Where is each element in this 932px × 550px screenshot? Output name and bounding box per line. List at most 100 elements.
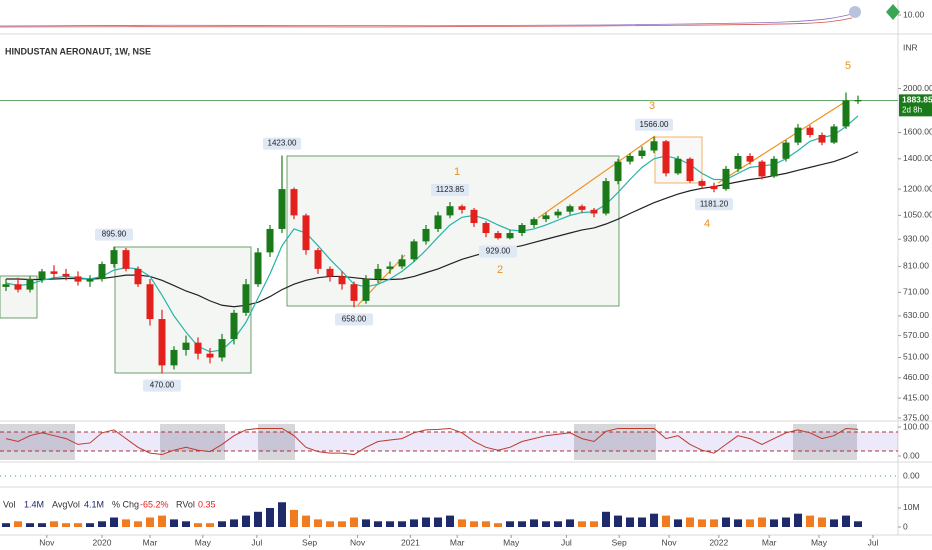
- candle-body: [362, 278, 370, 301]
- candle-body: [710, 185, 718, 190]
- volume-bar: [26, 523, 34, 527]
- annotation-label: 929.00: [486, 247, 511, 256]
- annotation-box: [635, 118, 673, 131]
- candle-body: [494, 233, 502, 239]
- annotation-box: [95, 228, 133, 241]
- volume-bar: [422, 517, 430, 527]
- volume-bar: [842, 515, 850, 527]
- wave-line: [537, 135, 656, 219]
- volume-bar: [74, 523, 82, 527]
- legend-label: % Chg: [112, 499, 139, 509]
- currency-label: INR: [903, 42, 918, 52]
- volume-bar: [746, 519, 754, 527]
- candle-body: [566, 206, 574, 212]
- candle-body: [458, 206, 466, 210]
- y-tick-label: 810.00: [903, 261, 929, 271]
- candle-body: [266, 228, 274, 253]
- volume-bar: [506, 521, 514, 527]
- volume-bar: [374, 521, 382, 527]
- annotation-label: 1566.00: [640, 120, 669, 129]
- annotation-label: 470.00: [150, 381, 175, 390]
- y-tick-label: 1400.00: [903, 153, 932, 163]
- wave-label: 1: [454, 166, 460, 178]
- y-tick-label: 415.00: [903, 392, 929, 402]
- candle-body: [86, 278, 94, 282]
- x-tick-label: Mar: [762, 537, 777, 547]
- candle-body: [530, 219, 538, 225]
- x-tick-label: Mar: [143, 537, 158, 547]
- annotation-label: 1123.85: [436, 185, 465, 194]
- volume-bar: [698, 519, 706, 527]
- volume-bar: [530, 519, 538, 527]
- candle-body: [746, 155, 754, 162]
- indicator-icon: [886, 4, 900, 20]
- x-tick-label: 2021: [401, 537, 420, 547]
- candle-body: [254, 252, 262, 285]
- top-pane-tick-label: 10.00: [903, 9, 925, 19]
- annotation-box: [431, 184, 469, 197]
- candle-body: [26, 278, 34, 290]
- candle-body: [158, 319, 166, 366]
- legend-label: Vol: [3, 499, 16, 509]
- volume-bar: [782, 517, 790, 527]
- candle-body: [338, 276, 346, 285]
- y-tick-label: 710.00: [903, 287, 929, 297]
- wave-label: 5: [845, 60, 851, 72]
- volume-bar: [134, 521, 142, 527]
- candle-body: [842, 100, 850, 127]
- volume-bar: [434, 517, 442, 527]
- volume-bar: [458, 519, 466, 527]
- candle-body: [386, 266, 394, 269]
- candle-body: [470, 209, 478, 224]
- x-tick-label: May: [195, 537, 212, 547]
- x-tick-label: Sep: [302, 537, 317, 547]
- x-tick-label: Nov: [350, 537, 366, 547]
- moving-average: [5, 115, 859, 353]
- volume-bar: [662, 515, 670, 527]
- y-tick-label: 510.00: [903, 352, 929, 362]
- wave-label: 2: [497, 264, 503, 276]
- volume-bar: [110, 517, 118, 527]
- legend-label: AvgVol: [52, 499, 80, 509]
- x-tick-label: Nov: [661, 537, 677, 547]
- candle-body: [506, 233, 514, 239]
- volume-bar: [554, 521, 562, 527]
- price-tag-value: 1883.85: [902, 95, 932, 105]
- y-tick-label: 570.00: [903, 330, 929, 340]
- candle-body: [398, 259, 406, 267]
- candle-body: [230, 312, 238, 340]
- candle-body: [242, 284, 250, 313]
- y-tick-label: 375.00: [903, 412, 929, 422]
- candle-body: [818, 134, 826, 143]
- chart-title: HINDUSTAN AERONAUT, 1W, NSE: [5, 46, 151, 56]
- annotation-label: 658.00: [342, 314, 367, 323]
- wave-label: 4: [704, 218, 710, 230]
- candle-body: [122, 250, 130, 269]
- volume-bar: [770, 519, 778, 527]
- annotation-box: [335, 313, 373, 326]
- candle-body: [38, 271, 46, 279]
- top-pane-marker: [849, 6, 861, 18]
- candle-body: [794, 127, 802, 143]
- candle-body: [590, 209, 598, 214]
- stoch-zone: [0, 424, 75, 460]
- top-pane-line: [0, 13, 853, 27]
- annotation-label: 1423.00: [268, 139, 297, 148]
- legend-value: 1.4M: [24, 499, 44, 509]
- y-tick-label: 460.00: [903, 372, 929, 382]
- x-tick-label: Jul: [868, 537, 879, 547]
- annotation-box: [143, 379, 181, 392]
- volume-bar: [194, 523, 202, 527]
- candle-body: [614, 161, 622, 182]
- volume-bar: [230, 519, 238, 527]
- volume-bar: [62, 523, 70, 527]
- y-tick-label: 930.00: [903, 234, 929, 244]
- annotation-box: [479, 245, 517, 258]
- volume-bar: [398, 521, 406, 527]
- candle-body: [626, 155, 634, 162]
- y-tick-label: 1050.00: [903, 210, 932, 220]
- x-tick-label: Jul: [251, 537, 262, 547]
- volume-bar: [86, 523, 94, 527]
